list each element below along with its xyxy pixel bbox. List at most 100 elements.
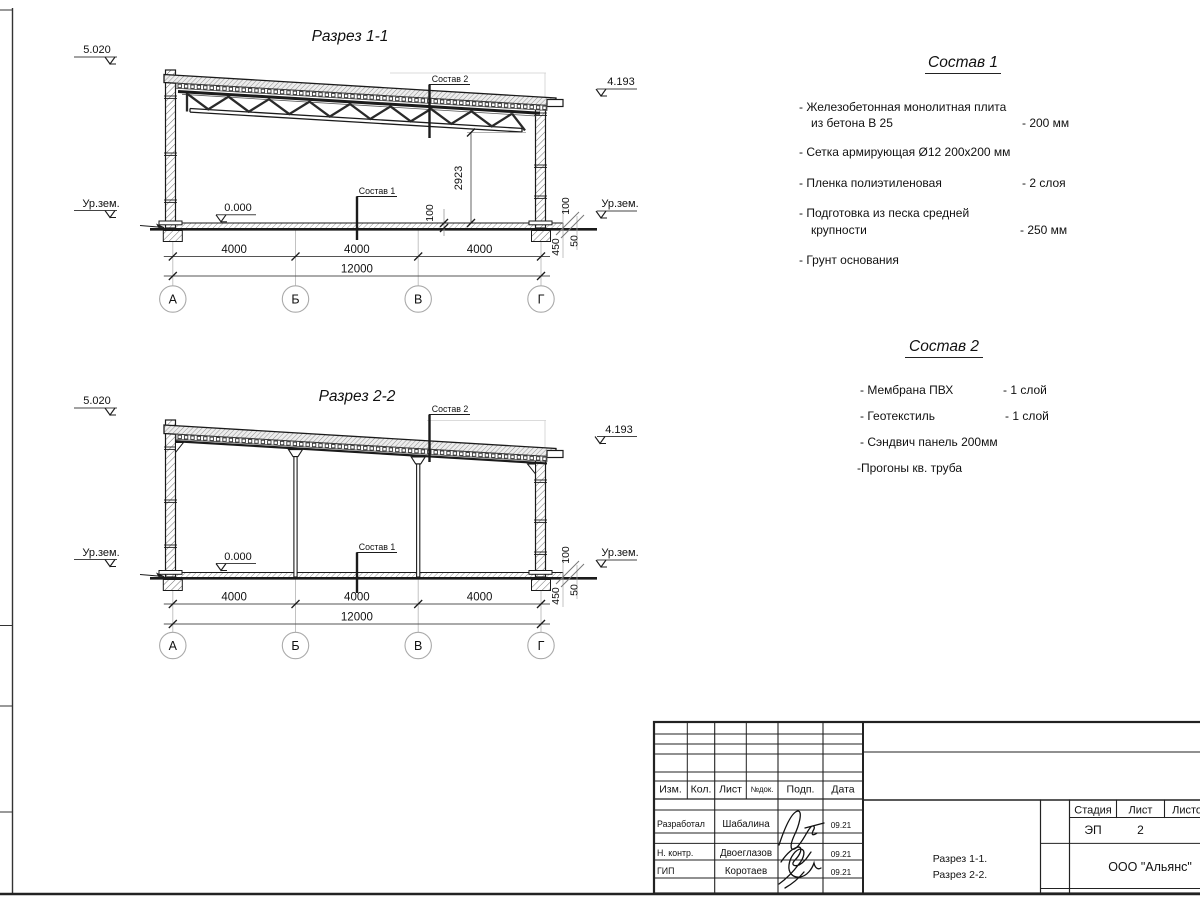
deck-cell bbox=[183, 84, 189, 89]
tb-sheet-number: 2 bbox=[1137, 823, 1144, 837]
deck-cell bbox=[478, 101, 483, 107]
deck-cell bbox=[356, 94, 362, 99]
section-title: Разрез 1-1 bbox=[312, 28, 389, 45]
deck-cell bbox=[388, 96, 394, 101]
deck-cell bbox=[318, 92, 323, 97]
axis-bubble-label: В bbox=[414, 293, 422, 307]
dim-label: 100 bbox=[424, 204, 436, 222]
spec-item: - Мембрана ПВХ bbox=[860, 383, 954, 397]
column-capital bbox=[410, 456, 427, 465]
dim-tick bbox=[439, 218, 449, 228]
elevation-right-label: 4.193 bbox=[607, 76, 635, 88]
deck-cell bbox=[491, 102, 496, 107]
column bbox=[164, 69, 177, 229]
dim-label: 100 bbox=[560, 546, 572, 564]
deck-cell bbox=[529, 455, 534, 461]
tb-col-data: Дата bbox=[831, 784, 854, 796]
deck-cell bbox=[337, 93, 342, 98]
zero-level-mark-icon bbox=[215, 563, 227, 572]
deck-cell bbox=[465, 452, 470, 457]
deck-cell bbox=[273, 440, 278, 445]
deck-cell bbox=[542, 105, 547, 110]
deck-cell bbox=[235, 438, 240, 443]
deck-cell bbox=[369, 446, 374, 451]
deck-cell bbox=[382, 447, 387, 452]
dim-total-label: 12000 bbox=[341, 612, 373, 624]
deck-cell bbox=[516, 455, 522, 460]
tb-col-izm: Изм. bbox=[659, 784, 682, 796]
foundation-block bbox=[162, 230, 183, 242]
dim-tick bbox=[536, 271, 546, 281]
deck-cell bbox=[452, 100, 458, 105]
deck-cell bbox=[395, 447, 400, 453]
deck-cell bbox=[439, 450, 445, 455]
deck-cell bbox=[286, 441, 291, 446]
section-1-1-drawing: Разрез 1-1 4000 4000 4000 12000 А Б В Г 5.020 4.19… bbox=[74, 28, 639, 313]
deck-cell bbox=[407, 448, 413, 453]
deck-cell bbox=[260, 439, 266, 445]
dim-tick bbox=[560, 214, 585, 239]
truss-top-chord-flange bbox=[181, 93, 537, 117]
ground-level-left-mark-icon bbox=[104, 559, 116, 568]
foundation-block bbox=[531, 230, 551, 242]
tb-col-list: Лист bbox=[719, 784, 742, 796]
deck-cell bbox=[369, 95, 374, 100]
deck-cell bbox=[260, 88, 266, 94]
deck-cell bbox=[254, 439, 259, 444]
deck-cell bbox=[331, 92, 336, 98]
dim-tick bbox=[291, 599, 300, 609]
ground-level-left-label: Ур.зем. bbox=[82, 547, 119, 559]
axis-bubble-label: А bbox=[169, 639, 178, 653]
dim-tick bbox=[168, 599, 178, 609]
tb-col-kol: Кол. bbox=[691, 784, 712, 796]
deck-cell bbox=[318, 443, 323, 448]
deck-cell bbox=[465, 101, 470, 106]
axis-bubble-label: Б bbox=[291, 639, 299, 653]
deck-cell bbox=[196, 84, 202, 90]
deck-cell bbox=[203, 85, 208, 90]
sheet-frame bbox=[0, 8, 1200, 896]
section-title: Разрез 2-2 bbox=[319, 388, 396, 405]
callout-sostav2-label: Состав 2 bbox=[432, 74, 469, 84]
floor-slab bbox=[176, 572, 563, 577]
dim-span-label: 4000 bbox=[221, 244, 247, 256]
dim-tick bbox=[555, 560, 580, 585]
spec-item: - Железобетонная монолитная плита bbox=[799, 100, 1007, 114]
deck-cell bbox=[523, 104, 528, 109]
deck-cell bbox=[337, 444, 342, 449]
deck-cell bbox=[222, 437, 227, 442]
dim-label: 450 bbox=[550, 587, 562, 605]
deck-cell bbox=[414, 448, 419, 454]
deck-cell bbox=[350, 445, 355, 450]
deck-cell bbox=[305, 442, 310, 447]
spec-item: -Прогоны кв. труба bbox=[857, 461, 963, 475]
deck-cell bbox=[535, 105, 541, 110]
truss-bottom-chord bbox=[189, 111, 523, 133]
dim-tick bbox=[168, 271, 178, 281]
axis-bubble bbox=[281, 631, 310, 660]
deck-cell bbox=[446, 99, 451, 105]
callout-sostav1-label: Состав 1 bbox=[359, 186, 396, 196]
deck-cell bbox=[484, 453, 490, 458]
deck-cell bbox=[177, 83, 182, 89]
deck-cell bbox=[420, 98, 426, 103]
deck-cell bbox=[324, 92, 330, 97]
dim-span-label: 4000 bbox=[467, 244, 493, 256]
tb-name: Шабалина bbox=[722, 819, 770, 830]
deck-cell bbox=[292, 441, 298, 446]
dim-tick bbox=[560, 563, 585, 588]
deck-cell bbox=[388, 447, 394, 452]
deck-cell bbox=[267, 440, 272, 445]
ground-level-right-label: Ур.зем. bbox=[601, 198, 638, 210]
tb-role: Разработал bbox=[657, 819, 705, 829]
deck-cell bbox=[375, 446, 381, 451]
tb-sheet-name-2: Разрез 2-2. bbox=[933, 869, 987, 881]
spec-item: - Сэндвич панель 200мм bbox=[860, 435, 998, 449]
deck-cell bbox=[311, 442, 317, 448]
signature bbox=[778, 846, 822, 889]
deck-cell bbox=[299, 442, 304, 447]
column-base-plate bbox=[528, 570, 553, 575]
elevation-top-mark-icon bbox=[104, 407, 116, 416]
truss-bottom-chord bbox=[189, 107, 523, 130]
deck-cell bbox=[491, 453, 496, 458]
